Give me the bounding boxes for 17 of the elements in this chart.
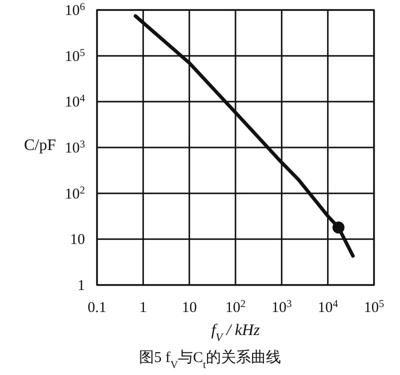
y-axis-title: C/pF	[24, 137, 56, 154]
x-tick-label: 10$^{5}$	[364, 298, 384, 316]
x-tick-label: 10$^{3}$	[272, 298, 292, 316]
y-tick-label: 10$^{2}$	[64, 184, 85, 202]
caption: 图5 f$_{V}$与C$_{t}$的关系曲线	[139, 349, 281, 370]
x-tick-label: 0.1	[88, 300, 106, 316]
x-tick-label: 10	[182, 300, 197, 316]
y-tick-label: 10$^{4}$	[64, 93, 86, 111]
y-tick-label: 10$^{6}$	[64, 2, 85, 19]
x-tick-label: 10$^{2}$	[225, 298, 246, 316]
y-tick-label: 10$^{3}$	[64, 139, 85, 156]
y-tick-label: 10$^{5}$	[64, 47, 85, 65]
x-axis-title: f$_{V}$ / kHz	[211, 322, 261, 344]
y-tick-label: 1	[78, 278, 85, 294]
x-tick-label: 10$^{4}$	[318, 298, 339, 316]
y-tick-label: 10	[70, 232, 85, 248]
x-tick-label: 1	[139, 300, 147, 316]
